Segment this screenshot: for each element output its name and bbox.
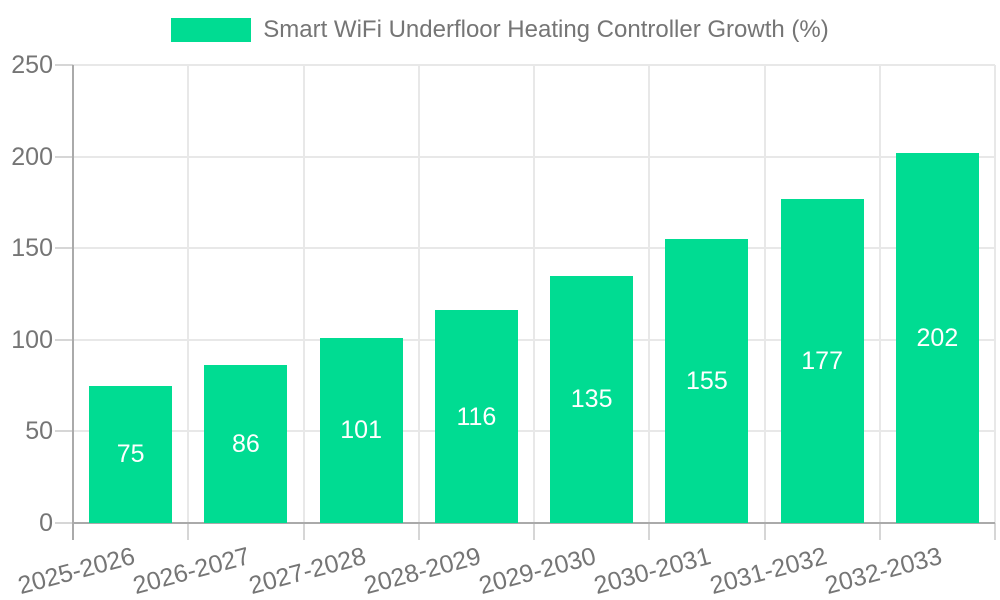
x-tick-mark [763, 523, 766, 540]
x-tick-mark [187, 523, 190, 540]
legend-swatch [171, 18, 252, 42]
x-axis-tick-label: 2031-2032 [706, 542, 830, 600]
y-axis-line [72, 65, 74, 540]
bar[interactable] [895, 152, 979, 523]
x-tick-mark [878, 523, 881, 540]
x-tick-mark [648, 523, 651, 540]
x-gridline [878, 65, 881, 523]
x-tick-mark [417, 523, 420, 540]
x-axis-tick-label: 2026-2027 [130, 542, 254, 600]
bar[interactable] [204, 365, 288, 523]
y-axis-tick-label: 250 [11, 51, 53, 79]
bar[interactable] [550, 275, 634, 523]
y-tick-mark [55, 338, 73, 341]
x-tick-mark [533, 523, 535, 540]
x-gridline [763, 65, 766, 523]
legend-item[interactable]: Smart WiFi Underfloor Heating Controller… [0, 16, 1000, 44]
y-tick-mark [55, 522, 73, 524]
x-axis-tick-label: 2028-2029 [360, 542, 484, 600]
bar[interactable] [319, 337, 403, 523]
x-axis-tick-label: 2029-2030 [476, 542, 599, 600]
x-axis-line [72, 522, 995, 524]
bar[interactable] [665, 239, 749, 523]
y-axis-tick-label: 150 [11, 234, 53, 263]
y-axis-tick-label: 100 [11, 325, 53, 354]
x-gridline [187, 65, 190, 523]
bar[interactable] [89, 385, 173, 523]
y-axis-tick-label: 200 [11, 142, 53, 171]
bar[interactable] [780, 198, 864, 523]
x-axis-tick-label: 2032-2033 [821, 542, 945, 600]
x-axis-tick-label: 2030-2031 [591, 542, 715, 600]
y-axis-tick-label: 0 [39, 509, 53, 537]
legend-label: Smart WiFi Underfloor Heating Controller… [263, 16, 829, 43]
y-axis-tick-label: 50 [25, 417, 53, 446]
y-tick-mark [55, 155, 73, 158]
x-axis-tick-label: 2027-2028 [245, 542, 369, 600]
x-tick-mark [994, 523, 996, 540]
x-gridline [648, 65, 651, 523]
x-axis-tick-label: 2025-2026 [15, 542, 138, 600]
x-gridline [302, 65, 305, 523]
y-tick-mark [55, 247, 73, 250]
x-tick-mark [302, 523, 305, 540]
x-gridline [533, 65, 535, 523]
x-gridline [417, 65, 420, 523]
bar[interactable] [434, 310, 518, 523]
y-tick-mark [55, 430, 73, 433]
y-tick-mark [55, 64, 73, 66]
x-gridline [994, 65, 996, 523]
